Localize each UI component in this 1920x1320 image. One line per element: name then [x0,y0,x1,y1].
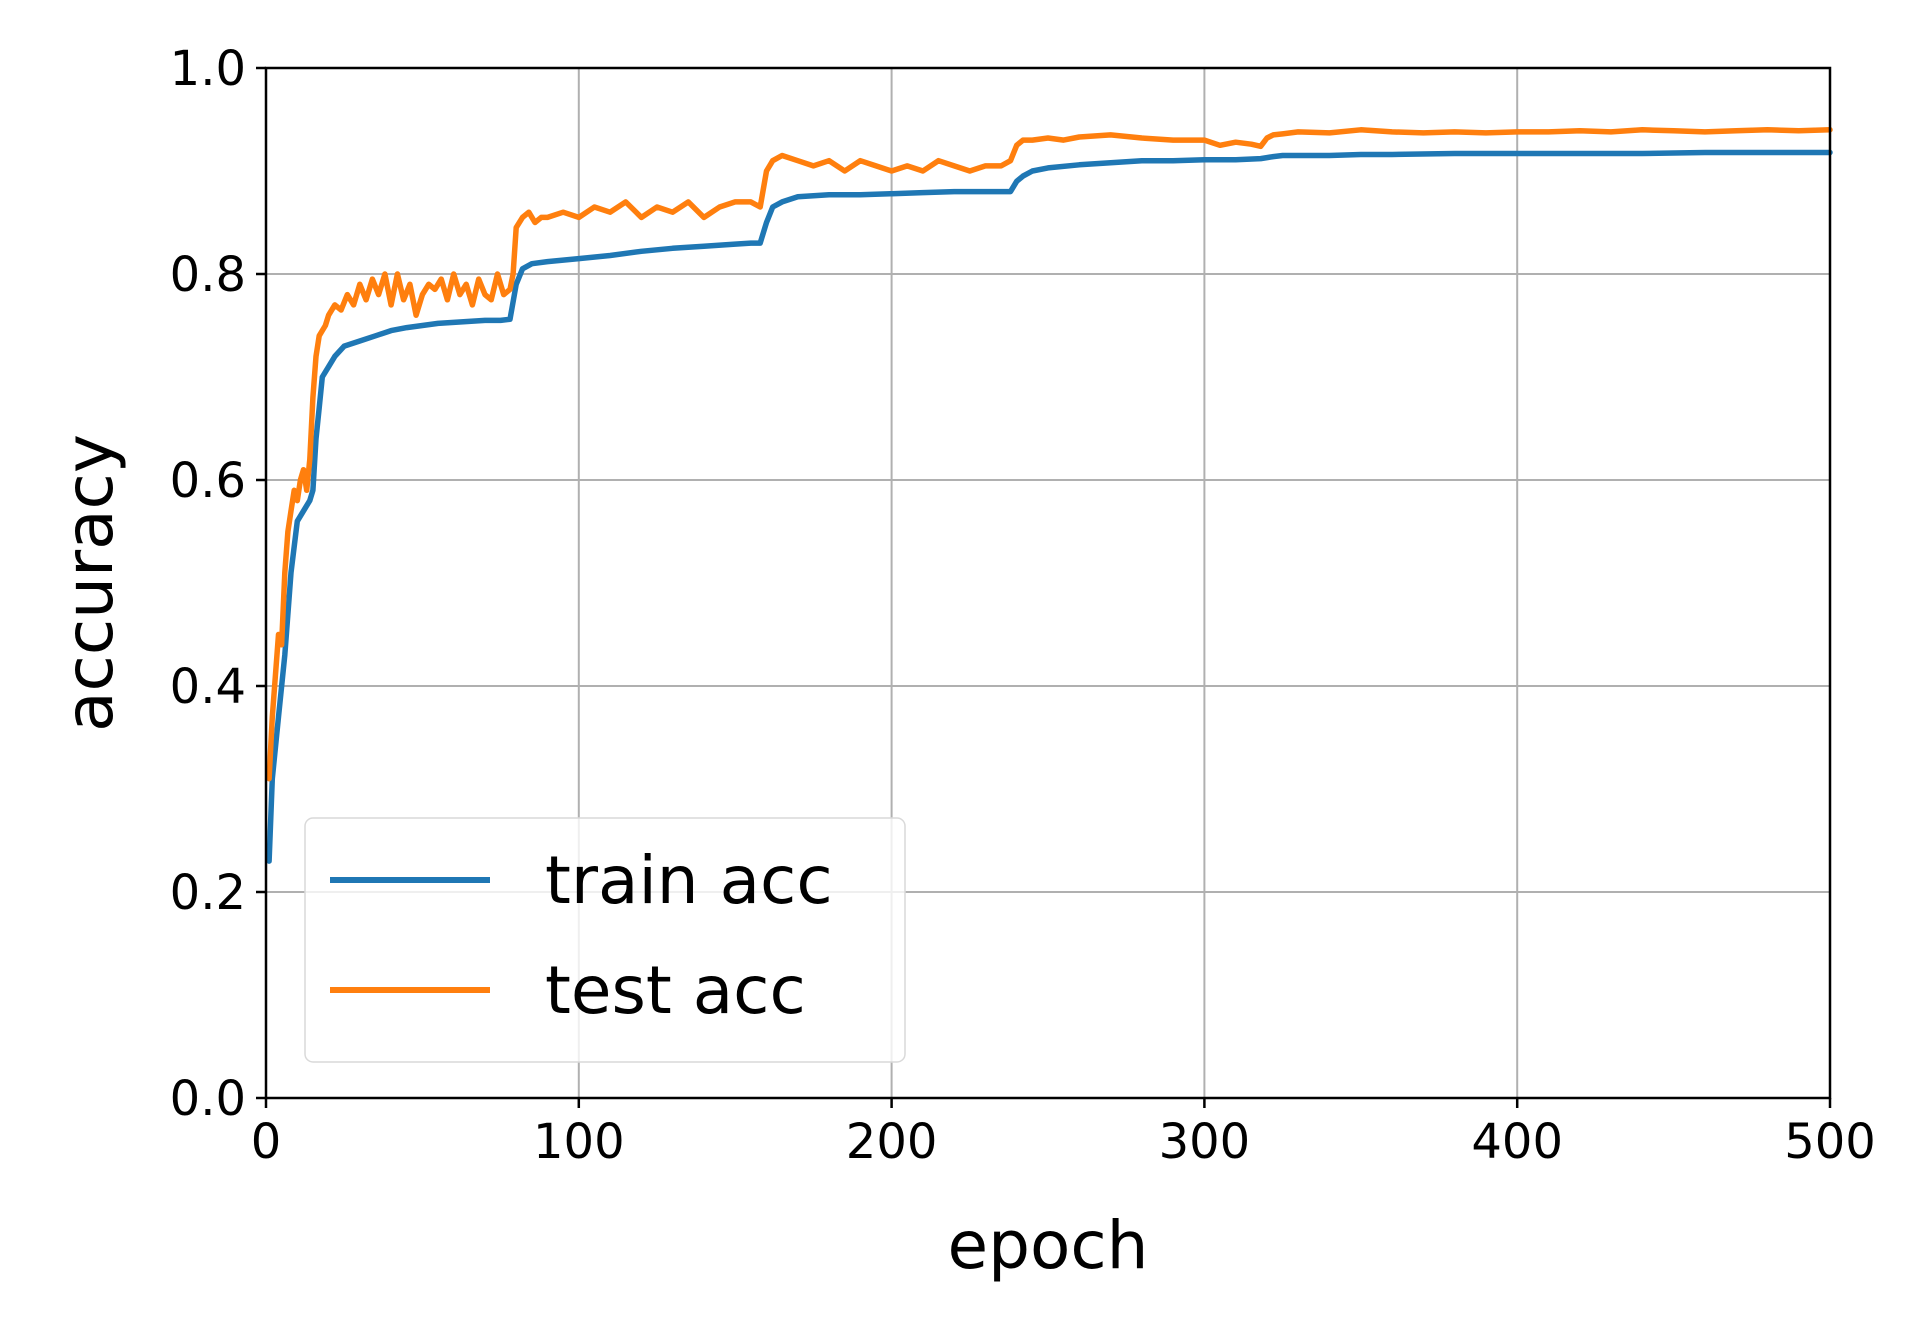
y-tick-label: 0.0 [170,1071,246,1127]
x-tick-label: 0 [251,1114,282,1170]
x-axis-label: epoch [948,1207,1149,1284]
legend: train acc test acc [304,817,906,1063]
y-tick-label: 0.2 [170,865,246,921]
legend-label-test-acc: test acc [545,952,806,1029]
x-tick-label: 100 [533,1114,625,1170]
series-line-test-acc [266,127,1833,782]
axis-ticks: 0 100 200 300 400 500 0.0 0.2 0.4 0.6 0.8 1.0 [170,41,1876,1170]
y-tick-label: 0.4 [170,659,246,715]
x-tick-label: 500 [1784,1114,1876,1170]
y-axis-label: accuracy [51,434,128,732]
x-tick-label: 400 [1471,1114,1563,1170]
y-tick-label: 1.0 [170,41,246,97]
plot-frame [264,66,1832,1100]
legend-label-train-acc: train acc [545,842,833,919]
y-tick-label: 0.6 [170,453,246,509]
series-line-train-acc [266,149,1833,864]
x-tick-label: 200 [846,1114,938,1170]
x-tick-label: 300 [1159,1114,1251,1170]
series-lines [266,127,1833,864]
y-tick-label: 0.8 [170,247,246,303]
